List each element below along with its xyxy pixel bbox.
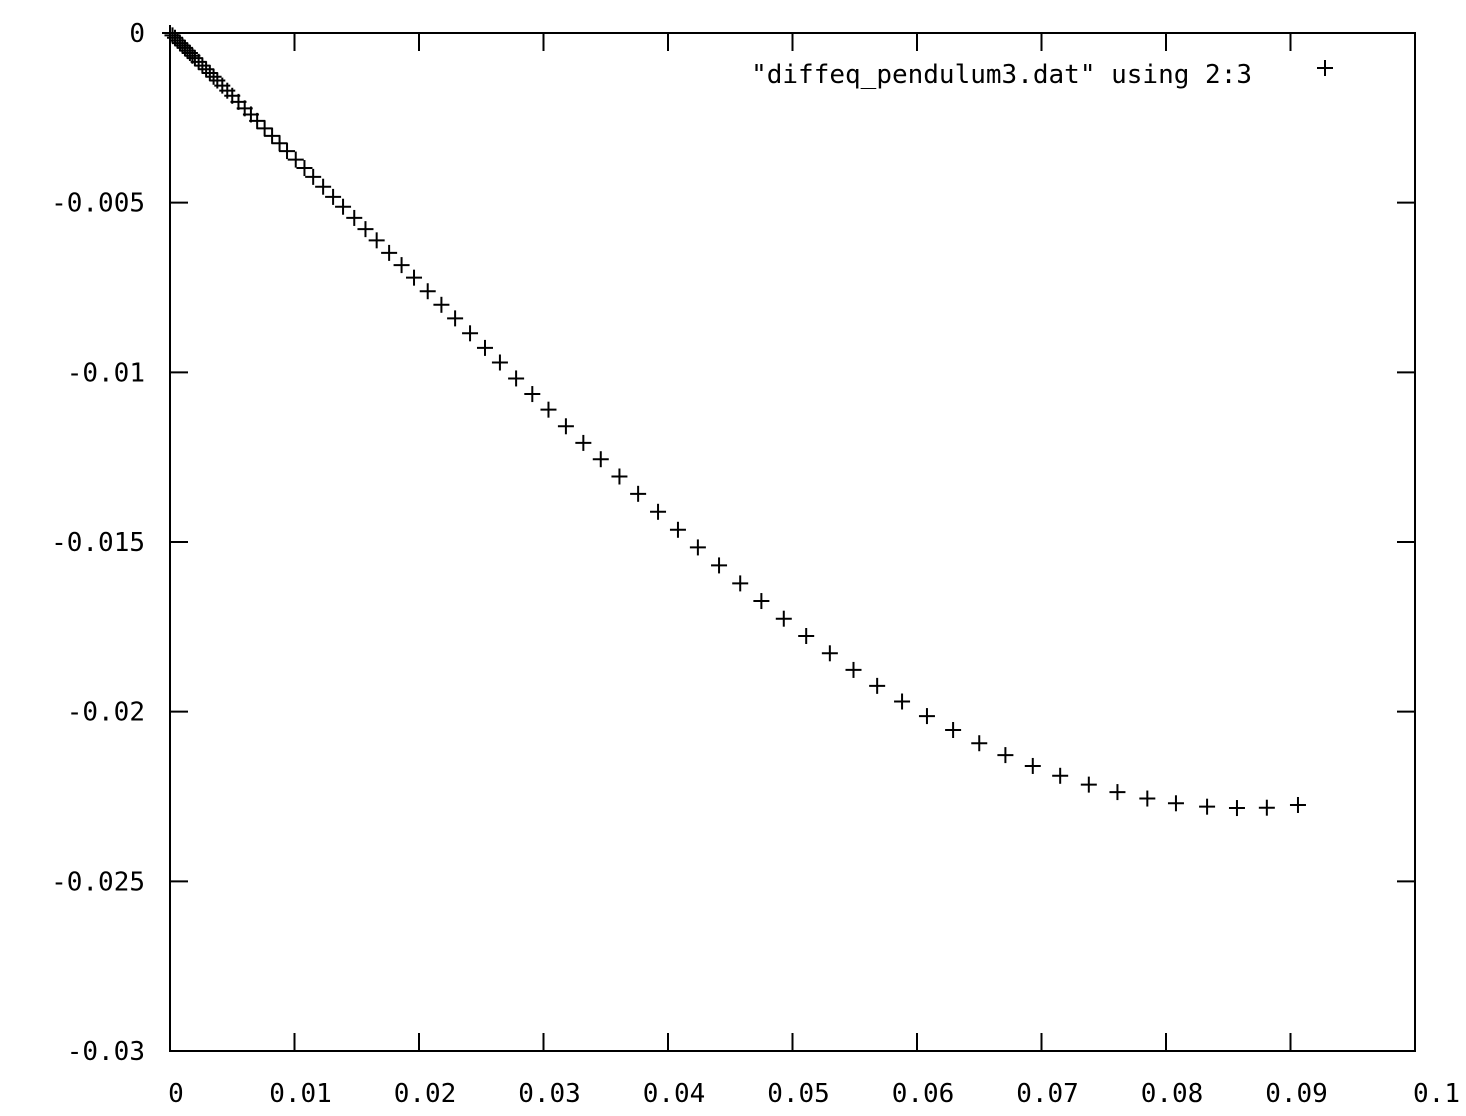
data-point <box>271 135 288 152</box>
legend-marker <box>1317 60 1333 76</box>
data-point <box>357 221 374 238</box>
data-point <box>971 735 988 752</box>
data-point <box>205 68 222 85</box>
data-point <box>491 354 508 371</box>
y-tick-label: -0.02 <box>67 698 145 728</box>
data-point <box>335 198 352 215</box>
y-tick-label: -0.005 <box>51 189 145 219</box>
data-point <box>256 120 273 137</box>
legend: "diffeq_pendulum3.dat" using 2:3 <box>751 60 1333 90</box>
data-point <box>894 693 911 710</box>
data-point <box>346 209 363 226</box>
x-tick-label: 0.08 <box>1141 1079 1204 1109</box>
data-point <box>669 521 686 538</box>
data-point <box>1109 784 1126 801</box>
legend-marker-symbol <box>1317 60 1333 76</box>
x-tick-label: 0 <box>168 1079 184 1109</box>
data-point <box>368 232 385 249</box>
x-tick-label: 0.06 <box>892 1079 955 1109</box>
data-point <box>194 57 211 74</box>
data-point <box>393 257 410 274</box>
data-point <box>1199 798 1216 815</box>
data-point <box>592 451 609 468</box>
x-tick-label: 0.01 <box>269 1079 332 1109</box>
data-point <box>201 65 218 82</box>
data-point <box>447 310 464 327</box>
y-tick-label: -0.03 <box>67 1037 145 1067</box>
data-point <box>186 50 203 67</box>
data-point <box>821 645 838 662</box>
data-point <box>1167 795 1184 812</box>
data-point <box>462 325 479 342</box>
data-point <box>918 708 935 725</box>
data-point <box>524 386 541 403</box>
plot-frame <box>169 32 1416 1052</box>
data-point <box>476 339 493 356</box>
data-point <box>650 503 667 520</box>
data-point <box>1080 776 1097 793</box>
data-point <box>508 370 525 387</box>
data-series <box>162 25 1306 817</box>
data-point <box>287 151 304 168</box>
y-axis: 0 -0.005 -0.01 -0.015 -0.02 -0.025 -0.03 <box>51 19 1415 1067</box>
data-point <box>689 539 706 556</box>
x-tick-label: 0.1 <box>1413 1079 1460 1109</box>
data-point <box>575 434 592 451</box>
data-point <box>381 244 398 261</box>
data-point <box>711 557 728 574</box>
x-tick-label: 0.09 <box>1265 1079 1328 1109</box>
data-point <box>557 418 574 435</box>
data-point <box>630 485 647 502</box>
data-point <box>198 61 215 78</box>
x-tick-label: 0.07 <box>1016 1079 1079 1109</box>
data-point <box>1139 790 1156 807</box>
x-tick-label: 0.03 <box>518 1079 581 1109</box>
y-tick-label: -0.025 <box>51 867 145 897</box>
x-tick-label: 0.05 <box>767 1079 830 1109</box>
data-point <box>798 627 815 644</box>
x-tick-label: 0.02 <box>394 1079 457 1109</box>
data-point <box>315 178 332 195</box>
data-point <box>540 401 557 418</box>
data-point <box>869 677 886 694</box>
x-axis: 0 0.01 0.02 0.03 0.04 0.05 0.06 0.07 0.08 0.09 0.1 <box>168 33 1460 1109</box>
data-point <box>406 269 423 286</box>
data-point <box>325 188 342 205</box>
legend-label: "diffeq_pendulum3.dat" using 2:3 <box>751 60 1252 90</box>
data-point <box>997 747 1014 764</box>
data-point <box>433 296 450 313</box>
data-point <box>190 53 207 70</box>
data-point <box>296 160 313 177</box>
y-tick-label: -0.01 <box>67 358 145 388</box>
data-point <box>611 468 628 485</box>
data-point <box>279 143 296 160</box>
data-point <box>1289 796 1306 813</box>
data-point <box>753 593 770 610</box>
data-point <box>775 610 792 627</box>
data-point <box>419 283 436 300</box>
x-tick-label: 0.04 <box>643 1079 706 1109</box>
data-point <box>305 168 322 185</box>
data-point <box>945 721 962 738</box>
data-point <box>1052 767 1069 784</box>
data-point <box>249 112 266 129</box>
data-point <box>1258 799 1275 816</box>
data-point <box>1228 800 1245 817</box>
plot-border <box>169 32 1416 1052</box>
data-point <box>732 575 749 592</box>
y-tick-label: -0.015 <box>51 528 145 558</box>
data-point <box>845 661 862 678</box>
y-tick-label: 0 <box>129 19 145 49</box>
data-point <box>264 127 281 144</box>
data-point <box>1024 757 1041 774</box>
